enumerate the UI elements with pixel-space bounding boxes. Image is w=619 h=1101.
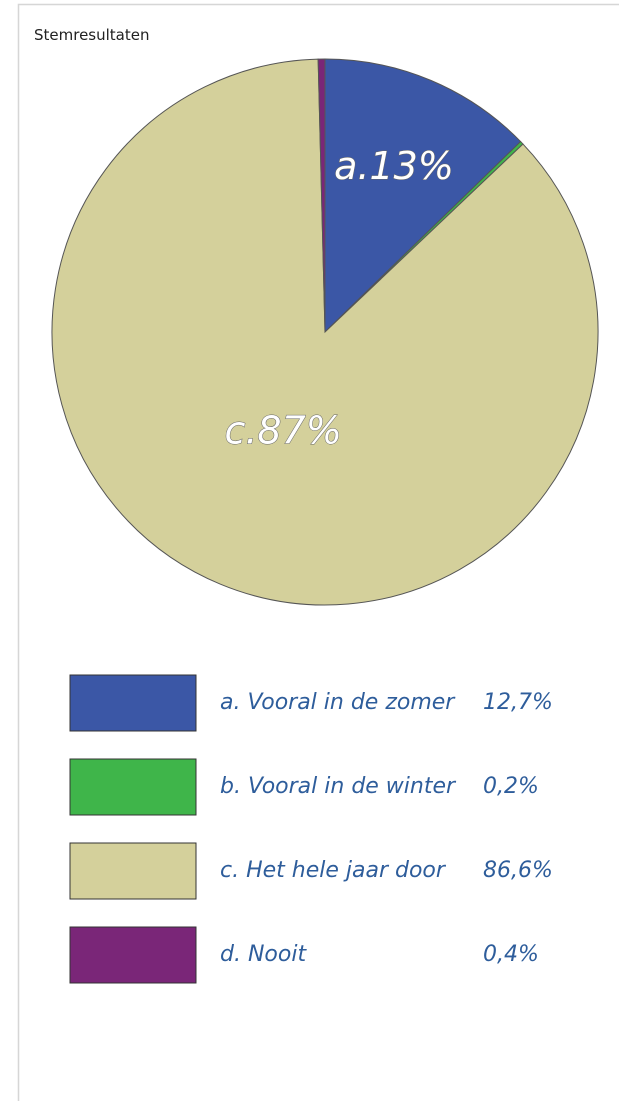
pie-slice (317, 58, 326, 333)
slice-label: c.87% (224, 408, 341, 452)
legend-label: d. Nooit (220, 942, 307, 967)
legend-swatch (69, 674, 197, 732)
legend-value: 86,6% (483, 858, 553, 883)
legend-swatch (69, 842, 197, 900)
legend-label: b. Vooral in de winter (220, 774, 457, 799)
legend-value: 12,7% (483, 690, 553, 715)
chart-title: Stemresultaten (34, 26, 150, 44)
legend-value: 0,2% (483, 774, 539, 799)
slice-label: a.13% (334, 144, 454, 188)
legend-label: c. Het hele jaar door (220, 858, 447, 883)
legend-value: 0,4% (483, 942, 539, 967)
legend-label: a. Vooral in de zomer (220, 690, 456, 715)
legend-swatch (69, 926, 197, 984)
pie-slice (51, 58, 599, 606)
legend-swatch (69, 758, 197, 816)
pie-slice (324, 58, 522, 334)
